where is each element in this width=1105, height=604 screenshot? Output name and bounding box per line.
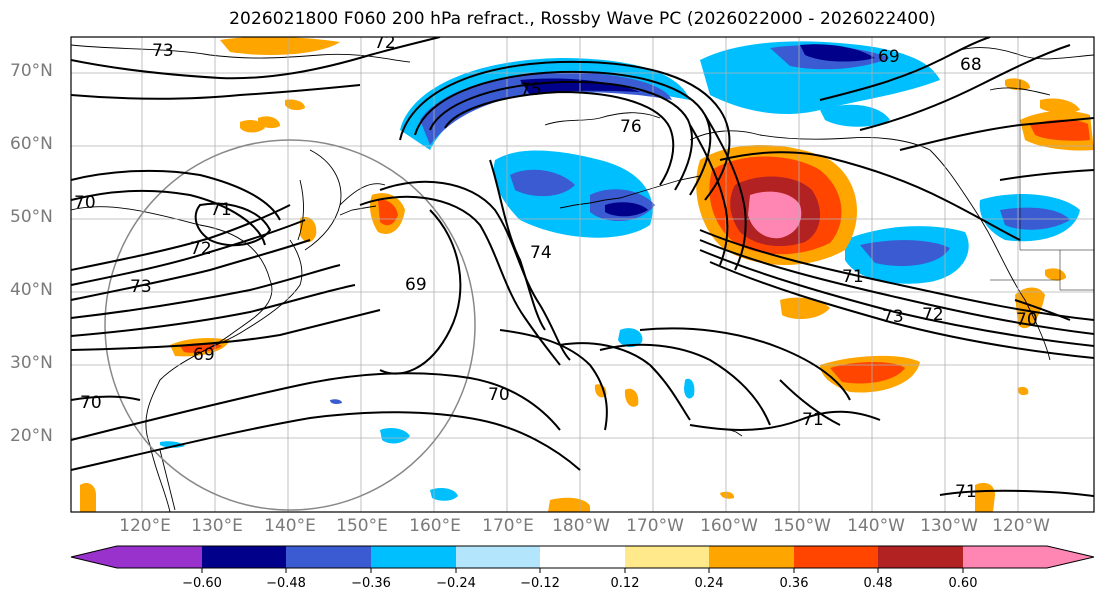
- lon-label: 180°W: [552, 516, 610, 536]
- contour-label: 70: [1016, 310, 1038, 330]
- colorbar-tick-label: −0.60: [182, 576, 222, 591]
- colorbar-outline: [70, 545, 1095, 569]
- lat-label: 60°N: [10, 134, 53, 154]
- contour-label: 71: [210, 200, 232, 220]
- contour-label: 69: [193, 345, 215, 365]
- lon-label: 130°E: [191, 516, 243, 536]
- colorbar: [70, 545, 1095, 573]
- colorbar-segment: [794, 546, 878, 568]
- colorbar-tick-label: −0.12: [520, 576, 560, 591]
- colorbar-tick-label: 0.60: [948, 576, 978, 591]
- lat-label: 20°N: [10, 426, 53, 446]
- lon-label: 120°E: [119, 516, 171, 536]
- colorbar-segment: [1047, 546, 1094, 568]
- contour-label: 76: [620, 117, 642, 137]
- colorbar-segment: [117, 546, 202, 568]
- colorbar-segment: [202, 546, 286, 568]
- contour-label: 75: [520, 80, 542, 100]
- anomaly-fill-layer: [80, 37, 1094, 512]
- contour-label: 69: [878, 47, 900, 67]
- lat-label: 70°N: [10, 61, 53, 81]
- colorbar-segment: [540, 546, 625, 568]
- contour-label: 73: [152, 41, 174, 61]
- lon-label: 170°E: [482, 516, 534, 536]
- lon-label: 160°E: [409, 516, 461, 536]
- colorbar-tick-label: 0.48: [863, 576, 893, 591]
- lon-label: 170°W: [626, 516, 684, 536]
- lon-label: 150°W: [773, 516, 831, 536]
- lon-label: 140°W: [847, 516, 905, 536]
- contour-label: 71: [842, 267, 864, 287]
- contour-label-layer: 73 72 75 76 69 68 70 71 72 73 69 74 71 7…: [74, 33, 1038, 502]
- lat-label: 50°N: [10, 207, 53, 227]
- contour-label: 68: [960, 55, 982, 75]
- colorbar-segment: [963, 546, 1047, 568]
- colorbar-tick-label: −0.24: [436, 576, 476, 591]
- colorbar-tick-label: 0.36: [779, 576, 809, 591]
- contour-label: 72: [190, 239, 212, 259]
- colorbar-tick-label: 0.24: [694, 576, 724, 591]
- contour-label: 71: [802, 410, 824, 430]
- colorbar-segment: [456, 546, 540, 568]
- colorbar-segment: [286, 546, 371, 568]
- colorbar-segment: [878, 546, 963, 568]
- rossby-pc-circle: [104, 139, 476, 511]
- colorbar-segment: [709, 546, 794, 568]
- refractivity-contour-layer: [71, 37, 1094, 497]
- lat-label: 30°N: [10, 353, 53, 373]
- colorbar-segment: [71, 546, 117, 568]
- contour-label: 72: [922, 305, 944, 325]
- contour-label: 69: [405, 275, 427, 295]
- lat-label: 40°N: [10, 280, 53, 300]
- colorbar-tick-label: −0.36: [351, 576, 391, 591]
- contour-label: 73: [130, 277, 152, 297]
- colorbar-tick-label: 0.12: [610, 576, 640, 591]
- map-title: 2026021800 F060 200 hPa refract., Rossby…: [229, 9, 936, 29]
- contour-label: 70: [488, 385, 510, 405]
- colorbar-segment: [371, 546, 456, 568]
- lon-label: 150°E: [336, 516, 388, 536]
- lon-label: 130°W: [920, 516, 978, 536]
- contour-label: 70: [80, 393, 102, 413]
- map-frame: [70, 36, 1095, 513]
- border-layer: [990, 80, 1094, 291]
- contour-label: 71: [955, 482, 977, 502]
- lon-label: 120°W: [992, 516, 1050, 536]
- colorbar-tick-label: −0.48: [266, 576, 306, 591]
- contour-label: 70: [74, 193, 96, 213]
- lon-label: 140°E: [264, 516, 316, 536]
- colorbar-segment: [625, 546, 709, 568]
- contour-label: 73: [882, 307, 904, 327]
- lon-label: 160°W: [700, 516, 758, 536]
- contour-label: 74: [530, 243, 552, 263]
- contour-label: 72: [374, 33, 396, 53]
